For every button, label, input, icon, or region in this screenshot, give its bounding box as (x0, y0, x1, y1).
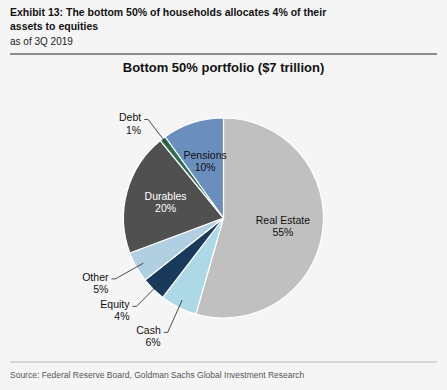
exhibit-heading: Exhibit 13: The bottom 50% of households… (10, 6, 326, 18)
slice-label-name: Cash (136, 324, 161, 336)
slice-label-value: 55% (272, 226, 293, 238)
slice-label-value: 6% (146, 336, 161, 348)
slice-label-name: Debt (119, 111, 141, 123)
title: Bottom 50% portfolio ($7 trillion) (123, 60, 325, 75)
source-rule (10, 362, 437, 363)
source: Source: Federal Reserve Board, Goldman S… (10, 370, 305, 380)
subtitle: as of 3Q 2019 (10, 36, 73, 47)
leader-line (164, 300, 182, 332)
slice-label-value: 20% (155, 202, 176, 214)
slice-label-value: 4% (114, 310, 129, 322)
slice-label: Equity4% (100, 298, 130, 322)
slice-label-name: Real Estate (256, 214, 310, 226)
slice-label: Debt1% (119, 111, 141, 135)
slice-label: Real Estate55% (256, 214, 310, 238)
chart: Exhibit 13: The bottom 50% of households… (0, 0, 447, 390)
background (0, 0, 447, 390)
pie (124, 118, 324, 318)
slice-label-name: Pensions (184, 149, 227, 161)
leader-line (144, 120, 167, 145)
leader-line (111, 263, 143, 279)
slice-label: Pensions10% (184, 149, 227, 173)
leader-line (133, 284, 159, 307)
header-rule (10, 54, 437, 55)
slice-label: Cash6% (136, 324, 161, 348)
exhibit-heading: assets to equities (10, 20, 98, 32)
slice-label-value: 10% (195, 161, 216, 173)
slice-label-name: Durables (145, 190, 187, 202)
slice-label-name: Equity (100, 298, 130, 310)
slice-label: Other5% (82, 271, 109, 295)
slice-label-value: 1% (126, 124, 141, 136)
slice-label-value: 5% (93, 283, 108, 295)
slice-label-name: Other (82, 271, 109, 283)
slice-label: Durables20% (145, 190, 187, 214)
